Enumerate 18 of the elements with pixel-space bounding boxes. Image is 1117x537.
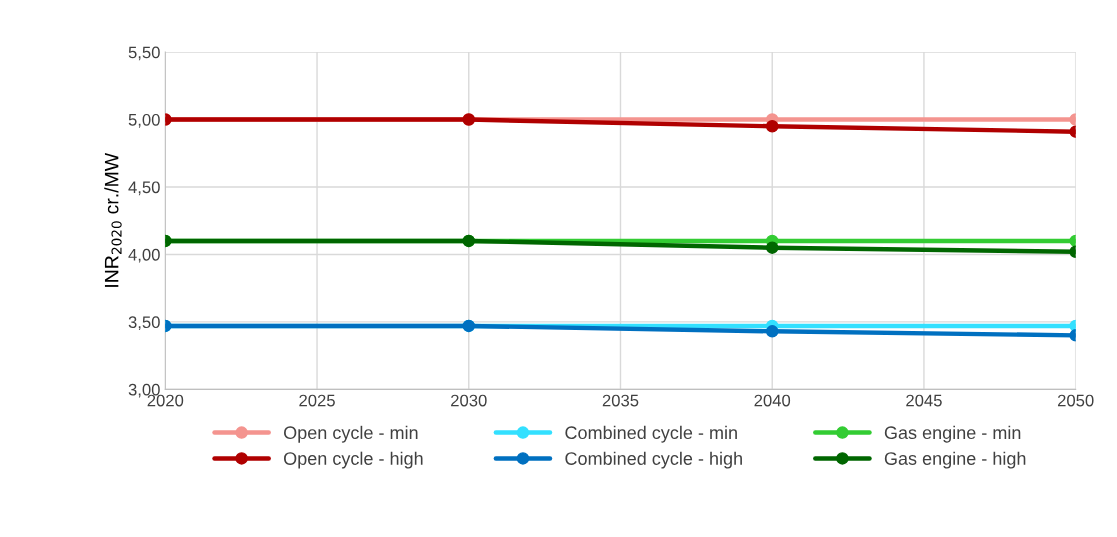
x-tick-label: 2050 bbox=[1057, 394, 1094, 407]
y-tick-label: 5,50 bbox=[128, 46, 160, 61]
y-tick-label: 4,50 bbox=[128, 181, 160, 196]
legend-label: Combined cycle - min bbox=[565, 425, 737, 443]
legend-label: Open cycle - high bbox=[284, 451, 423, 469]
x-tick-label: 2030 bbox=[451, 394, 487, 407]
y-tick-label: 5,00 bbox=[128, 113, 160, 128]
legend-label: Open cycle - min bbox=[284, 425, 418, 443]
x-tick-label: 2035 bbox=[602, 394, 639, 407]
y-axis-title: INR$_{2020}$ cr./MW bbox=[104, 152, 122, 287]
legend-label: Gas engine - high bbox=[884, 451, 1026, 469]
legend-label: Combined cycle - high bbox=[565, 451, 742, 469]
legend-label: Gas engine - min bbox=[884, 425, 1021, 443]
x-tick-label: 2045 bbox=[906, 394, 942, 407]
y-tick-label: 3,50 bbox=[128, 316, 160, 331]
y-tick-label: 4,00 bbox=[128, 248, 160, 263]
x-tick-label: 2040 bbox=[754, 394, 791, 407]
x-tick-label: 2025 bbox=[299, 394, 335, 407]
